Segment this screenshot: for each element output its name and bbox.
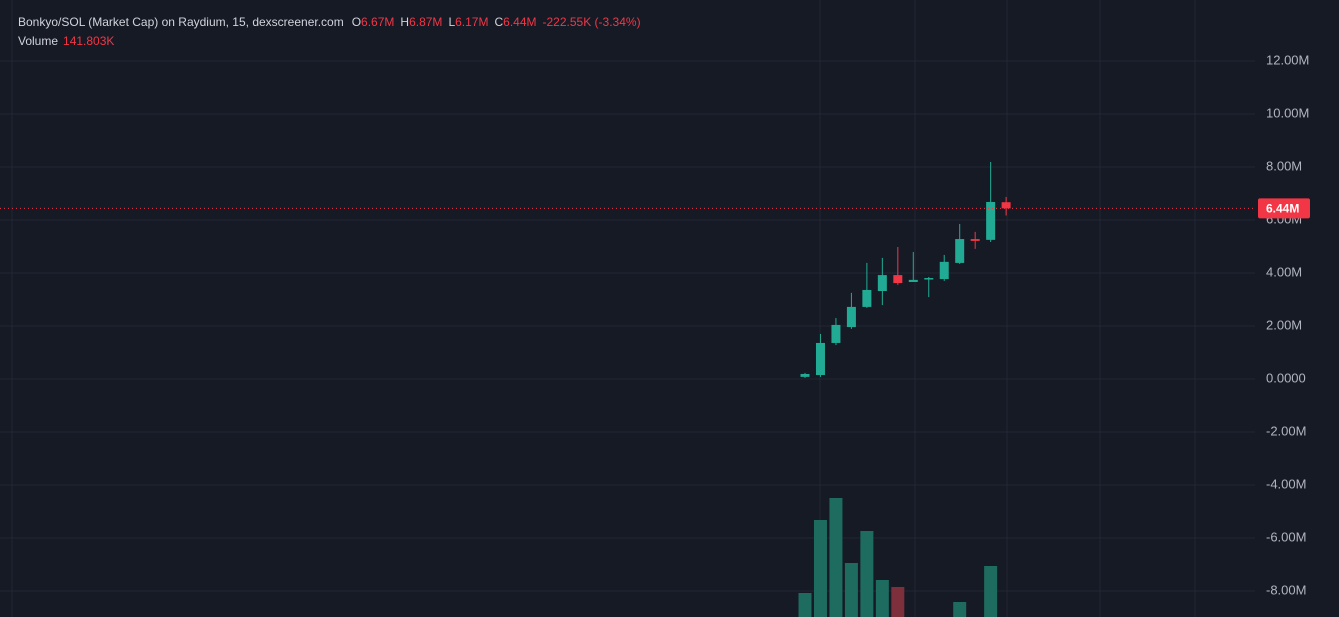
candle-body (924, 278, 934, 280)
candle-body (831, 324, 841, 343)
y-tick-label: -8.00M (1266, 582, 1306, 597)
y-tick-label: -4.00M (1266, 476, 1306, 491)
chart-title: Bonkyo/SOL (Market Cap) on Raydium, 15, … (18, 15, 344, 29)
candle-body (1001, 202, 1011, 209)
last-price-label: 6.44M (1266, 201, 1299, 215)
legend-key: L (448, 15, 455, 29)
candle-body (800, 373, 810, 377)
legend-key: O (352, 15, 361, 29)
y-tick-label: 4.00M (1266, 264, 1302, 279)
volume-bar (844, 563, 858, 617)
last-price-tag (1258, 198, 1310, 219)
candle-body (970, 239, 980, 241)
y-tick-label: 10.00M (1266, 105, 1309, 120)
candle-body (893, 275, 903, 284)
candle-body (955, 239, 965, 263)
candle-body (986, 201, 996, 240)
volume-layer (798, 498, 998, 617)
legend-value: 6.67M (361, 15, 394, 29)
volume-bar (891, 587, 905, 617)
volume-key: Volume (18, 34, 58, 48)
volume-bar (953, 602, 967, 617)
legend-key: C (494, 15, 503, 29)
candle-body (846, 306, 856, 328)
y-tick-label: 12.00M (1266, 52, 1309, 67)
volume-bar (813, 520, 827, 617)
candle-body (939, 261, 949, 280)
y-tick-label: -2.00M (1266, 423, 1306, 438)
y-tick-label: 0.0000 (1266, 370, 1306, 385)
legend-header: Bonkyo/SOL (Market Cap) on Raydium, 15, … (18, 15, 641, 48)
legend-value: -222.55K (-3.34%) (543, 15, 641, 29)
volume-bar (875, 580, 889, 617)
vertical-grid (11, 0, 1196, 617)
legend-value: 6.44M (503, 15, 536, 29)
candle-layer (0, 161, 1255, 378)
candle-body (908, 279, 918, 282)
y-tick-label: 2.00M (1266, 317, 1302, 332)
volume-value: 141.803K (63, 34, 114, 48)
volume-bar (798, 593, 812, 617)
volume-bar (984, 566, 998, 617)
legend-key: H (400, 15, 409, 29)
candle-body (815, 342, 825, 376)
candle-body (862, 289, 872, 307)
grid (0, 60, 1255, 592)
volume-bar (829, 498, 843, 617)
y-tick-label: 8.00M (1266, 158, 1302, 173)
candle-body (877, 275, 887, 292)
legend-value: 6.87M (409, 15, 442, 29)
y-tick-label: -6.00M (1266, 529, 1306, 544)
volume-bar (860, 531, 874, 617)
legend-value: 6.17M (455, 15, 488, 29)
price-axis: 12.00M10.00M8.00M6.00M4.00M2.00M0.0000-2… (1258, 52, 1310, 597)
